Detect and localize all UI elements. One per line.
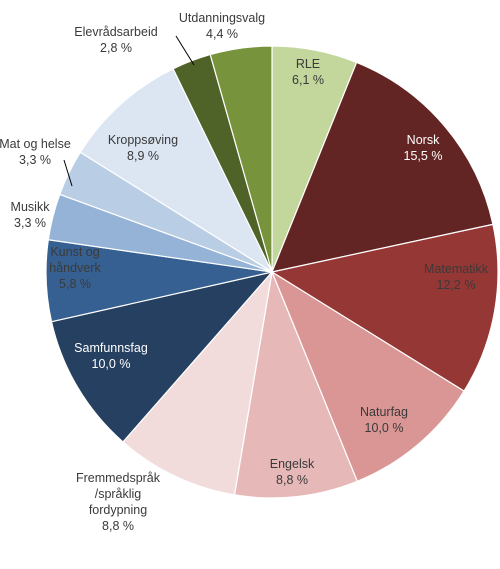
pie-slice-fremmedsprak-spraklig-fordypning [122, 270, 273, 496]
slice-label-kroppsoving: Kroppsøving 8,9 % [108, 133, 178, 163]
slice-value-label: 2,8 % [100, 41, 132, 55]
slice-value-label: 8,8 % [276, 473, 308, 487]
slice-label-kunst-og-handverk: Kunst og håndverk 5,8 % [49, 245, 101, 291]
slice-name-label: Engelsk [270, 457, 315, 471]
slice-value-label: 10,0 % [92, 357, 131, 371]
slice-labels: RLE 6,1 % Norsk 15,5 % Matematikk 12,2 % Natur… [0, 11, 489, 533]
slice-label-matematikk: Matematikk 12,2 % [424, 262, 489, 292]
slice-label-fremmedsprak-spraklig-fordypning: Fremmedspråk/språklig fordypning 8,8 % [76, 471, 161, 533]
pie-slice-utdanningsvalg [209, 45, 273, 273]
slice-name-label: Norsk [407, 133, 440, 147]
slice-label-mat-og-helse: Mat og helse 3,3 % [0, 137, 71, 167]
pie-slice-naturfag [270, 270, 465, 483]
slice-label-elevradsarbeid: Elevrådsarbeid 2,8 % [74, 25, 157, 55]
slice-value-label: 6,1 % [292, 73, 324, 87]
slice-name-label: Fremmedspråk [76, 471, 161, 485]
slice-name-label: Matematikk [424, 262, 489, 276]
slice-name-label: Kunst og [50, 245, 99, 259]
slice-label-norsk: Norsk 15,5 % [404, 133, 443, 163]
slice-name-label: Naturfag [360, 405, 408, 419]
slice-name-label: håndverk [49, 261, 101, 275]
pie-slice-samfunnsfag [50, 271, 274, 443]
slice-name-label: Samfunnsfag [74, 341, 148, 355]
leader-lines [63, 35, 195, 187]
pie-slice-kroppsoving [79, 67, 274, 274]
slice-label-naturfag: Naturfag 10,0 % [360, 405, 408, 435]
leader-line-mat-og-helse [63, 159, 73, 187]
slice-value-label: 8,9 % [127, 149, 159, 163]
slice-value-label: 10,0 % [365, 421, 404, 435]
pie-slice-norsk [271, 61, 494, 273]
slice-name-label: fordypning [89, 503, 147, 517]
slice-value-label: 3,3 % [19, 153, 51, 167]
slice-label-musikk: Musikk 3,3 % [11, 200, 51, 230]
slice-value-label: 8,8 % [102, 519, 134, 533]
slice-value-label: 3,3 % [14, 216, 46, 230]
slice-value-label: 4,4 % [206, 27, 238, 41]
slice-name-label: Musikk [11, 200, 51, 214]
slice-name-label: Utdanningsvalg [179, 11, 265, 25]
slice-value-label: 5,8 % [59, 277, 91, 291]
slice-name-label: Mat og helse [0, 137, 71, 151]
slice-label-rle: RLE 6,1 % [292, 57, 324, 87]
slice-label-utdanningsvalg: Utdanningsvalg 4,4 % [179, 11, 265, 41]
slice-value-label: 12,2 % [437, 278, 476, 292]
slice-value-label: 15,5 % [404, 149, 443, 163]
slice-name-label: /språklig [95, 487, 142, 501]
pie-slice-matematikk [270, 223, 499, 392]
pie-slice-engelsk [233, 269, 359, 499]
slice-name-label: RLE [296, 57, 320, 71]
slice-name-label: Elevrådsarbeid [74, 25, 157, 39]
leader-line-elevradsarbeid [175, 35, 195, 66]
slice-label-samfunnsfag: Samfunnsfag 10,0 % [74, 341, 148, 371]
slice-name-label: Kroppsøving [108, 133, 178, 147]
pie-slices [45, 45, 499, 499]
slice-label-engelsk: Engelsk 8,8 % [270, 457, 315, 487]
